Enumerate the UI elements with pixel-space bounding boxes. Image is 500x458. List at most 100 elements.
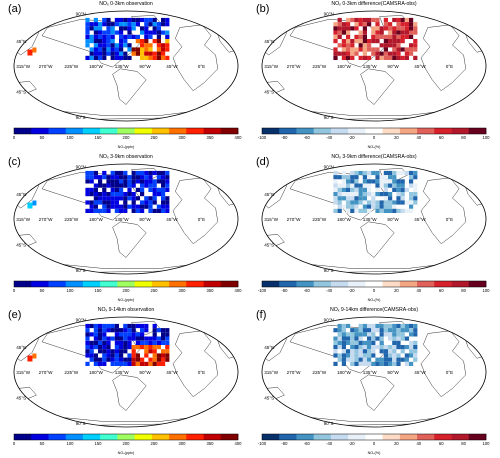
lat-label: 90°N [76, 164, 86, 169]
data-cell [102, 30, 107, 35]
colorbar-segment [468, 128, 487, 134]
data-cell [102, 208, 107, 213]
colorbar-tick-label: 40 [416, 288, 421, 293]
data-cell [165, 175, 170, 180]
lat-label: 90°S [324, 268, 334, 273]
data-cell [106, 51, 111, 56]
data-cell [392, 30, 397, 35]
colorbar-tick-label: 80 [461, 135, 466, 140]
data-cell [400, 30, 405, 35]
data-cell [392, 175, 397, 180]
data-cell [98, 26, 103, 31]
map-border [13, 10, 239, 122]
data-cell [165, 170, 170, 176]
data-cell [333, 34, 338, 39]
data-cell [148, 43, 153, 48]
coastline [295, 415, 453, 426]
data-cell [114, 349, 119, 354]
colorbar-tick-label: 400 [235, 135, 243, 140]
data-cell [131, 22, 136, 27]
data-cell [119, 175, 124, 180]
data-cell [127, 55, 132, 60]
data-cell [135, 187, 140, 192]
data-cell [123, 357, 128, 362]
data-cell [383, 179, 388, 184]
data-cell [333, 30, 338, 35]
data-cell [404, 26, 409, 31]
colorbar-tick-label: 200 [123, 288, 131, 293]
data-cell [409, 349, 414, 354]
data-cell [392, 26, 397, 31]
colorbar-segment [434, 128, 452, 134]
data-cell [93, 17, 98, 23]
colorbar: 0 50 100 150 200 250 300 350 400 [13, 127, 243, 140]
data-cell [161, 183, 166, 188]
colorbar-segment [220, 281, 239, 287]
data-cell [409, 17, 414, 23]
lat-label: 90°N [324, 164, 334, 169]
data-cell [354, 196, 359, 201]
colorbar-segment [100, 434, 118, 440]
data-cell [392, 361, 397, 366]
data-cell [333, 192, 338, 197]
data-cell [341, 323, 346, 329]
data-cell [379, 208, 384, 213]
coastline [112, 374, 147, 411]
data-cell [358, 323, 363, 329]
colorbar-tick-label: 60 [439, 441, 444, 446]
map-content [262, 321, 486, 426]
data-cell [102, 34, 107, 39]
data-cell [383, 208, 388, 213]
data-cell [333, 22, 338, 27]
data-cell [161, 47, 166, 52]
data-cell [156, 34, 161, 39]
panel-letter: (b) [256, 3, 270, 15]
data-cell [404, 208, 409, 213]
data-cell [144, 26, 149, 31]
data-cell [161, 328, 166, 333]
data-cell [119, 349, 124, 354]
data-cell [123, 328, 128, 333]
data-cell [148, 30, 153, 35]
data-cell [354, 336, 359, 341]
data-cell [379, 357, 384, 362]
data-cell [413, 349, 418, 354]
data-cell [119, 332, 124, 337]
data-cell [110, 361, 115, 366]
colorbar-tick-label: 400 [235, 441, 243, 446]
data-cell [152, 345, 157, 350]
data-cell [396, 187, 401, 192]
data-cell [152, 328, 157, 333]
data-cell [85, 22, 90, 27]
data-cell [388, 22, 393, 27]
data-cell [383, 204, 388, 209]
data-cell [388, 192, 393, 197]
data-cell [165, 17, 170, 23]
colorbar-segment [451, 128, 470, 134]
data-cell [396, 47, 401, 52]
data-cell [400, 26, 405, 31]
data-cell [127, 30, 132, 35]
data-cell [144, 22, 149, 27]
data-cell [413, 43, 418, 48]
data-cell [98, 192, 103, 197]
colorbar-segment [296, 128, 314, 134]
data-cell [156, 43, 161, 48]
data-cell [85, 361, 90, 366]
data-cell [102, 357, 107, 362]
colorbar-tick-label: 50 [40, 135, 45, 140]
colorbar-segment [417, 128, 435, 134]
data-cell [144, 170, 149, 176]
data-cell [354, 51, 359, 56]
panel-letter: (e) [8, 309, 22, 321]
colorbar-segment [31, 434, 49, 440]
data-cell [346, 39, 351, 44]
lat-label: 45°S [16, 396, 26, 401]
data-cell [337, 43, 342, 48]
data-cell [333, 51, 338, 56]
data-cell [337, 328, 342, 333]
data-cell [409, 51, 414, 56]
data-cell [413, 345, 418, 350]
data-cell [135, 353, 140, 358]
colorbar-unit: NOₓ(%) [367, 298, 381, 302]
